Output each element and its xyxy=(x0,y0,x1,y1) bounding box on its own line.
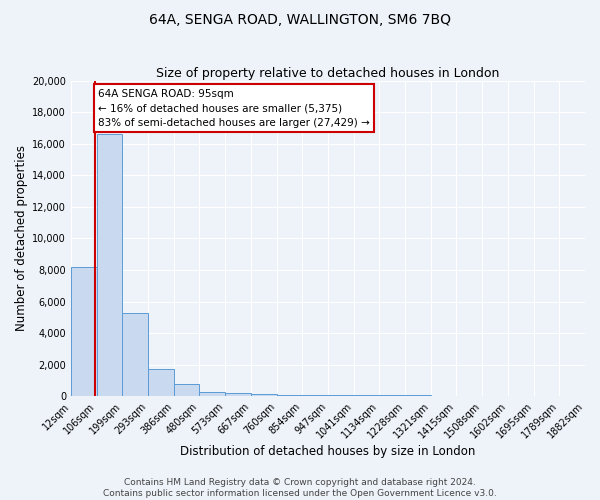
Bar xyxy=(97,134,122,396)
Bar xyxy=(328,395,353,396)
X-axis label: Distribution of detached houses by size in London: Distribution of detached houses by size … xyxy=(180,444,476,458)
Bar xyxy=(225,393,251,396)
Bar xyxy=(148,368,174,396)
Bar xyxy=(251,394,277,396)
Bar xyxy=(122,312,148,396)
Text: 64A SENGA ROAD: 95sqm
← 16% of detached houses are smaller (5,375)
83% of semi-d: 64A SENGA ROAD: 95sqm ← 16% of detached … xyxy=(98,88,370,128)
Bar xyxy=(199,392,225,396)
Bar xyxy=(277,394,302,396)
Text: 64A, SENGA ROAD, WALLINGTON, SM6 7BQ: 64A, SENGA ROAD, WALLINGTON, SM6 7BQ xyxy=(149,12,451,26)
Bar xyxy=(174,384,199,396)
Bar xyxy=(302,395,328,396)
Text: Contains HM Land Registry data © Crown copyright and database right 2024.
Contai: Contains HM Land Registry data © Crown c… xyxy=(103,478,497,498)
Bar xyxy=(71,267,97,396)
Y-axis label: Number of detached properties: Number of detached properties xyxy=(15,146,28,332)
Title: Size of property relative to detached houses in London: Size of property relative to detached ho… xyxy=(156,66,500,80)
